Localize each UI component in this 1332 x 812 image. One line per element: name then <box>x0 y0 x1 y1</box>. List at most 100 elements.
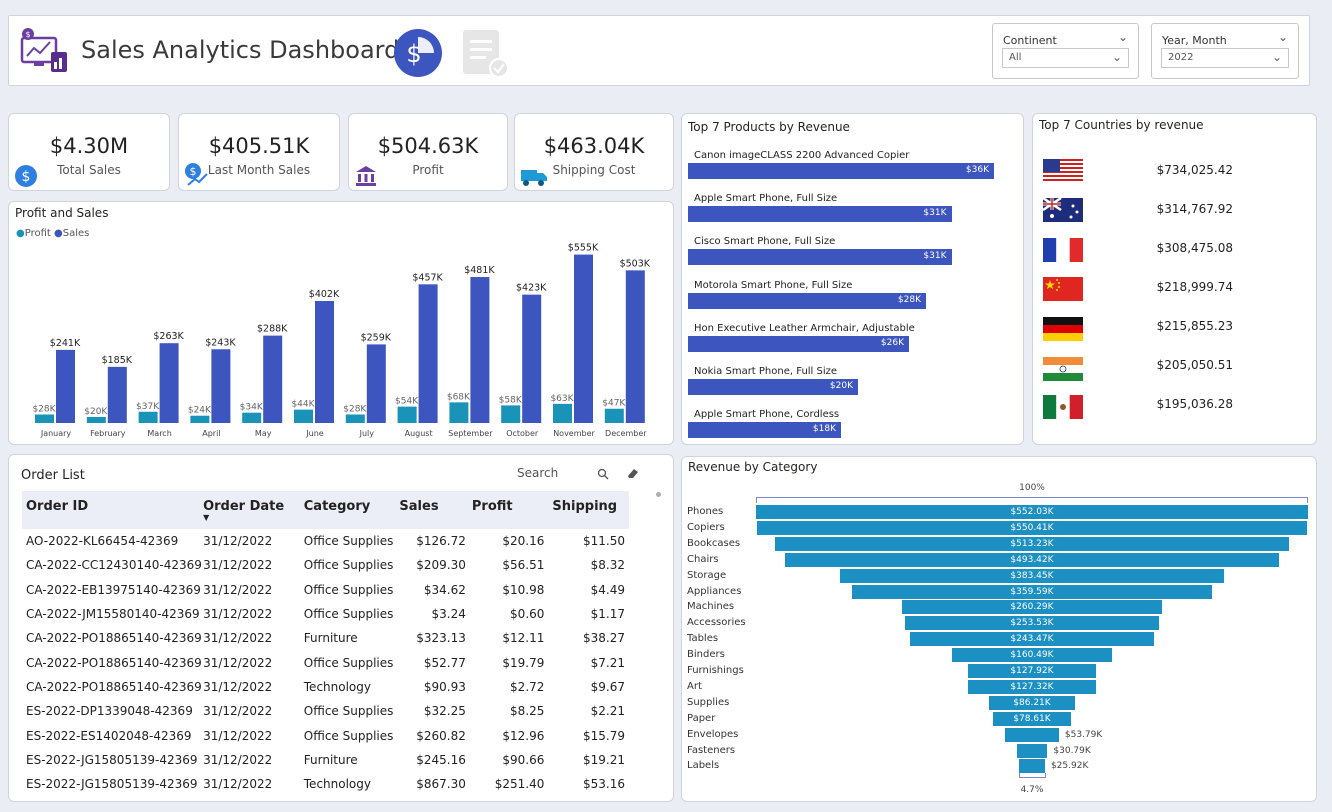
product-revenue-bar[interactable]: $36K <box>688 163 994 179</box>
table-row[interactable]: AO-2022-KL66454-42369 31/12/2022 Office Su… <box>22 529 629 553</box>
profit-bar-march[interactable] <box>138 411 158 423</box>
profit-bar-october[interactable] <box>501 405 521 423</box>
product-revenue-bar[interactable]: $18K <box>688 422 841 439</box>
continent-dropdown[interactable]: All ⌄ <box>1002 48 1129 68</box>
category-funnel-bar[interactable] <box>1016 743 1048 758</box>
profit-sales-chart-panel: Profit and Sales ●Profit ●Sales $28K $241… <box>8 201 674 445</box>
column-header-sales[interactable]: Sales <box>399 491 470 529</box>
column-header-order-date[interactable]: Order Date ▼ <box>203 491 304 529</box>
sales-bar-july[interactable] <box>366 344 386 423</box>
category-funnel-bar[interactable]: $493.42K <box>785 552 1279 567</box>
top-countries-panel: Top 7 Countries by revenue $734,025.42 $… <box>1032 113 1317 445</box>
search-icon[interactable] <box>597 468 609 480</box>
column-header-shipping[interactable]: Shipping <box>548 491 629 529</box>
product-revenue-bar[interactable]: $31K <box>688 249 952 266</box>
category-value-label: $243.47K <box>1010 634 1054 645</box>
order-list-panel: Order List Search Order ID Order Date ▼ C… <box>8 454 674 802</box>
category-funnel-bar[interactable]: $86.21K <box>988 695 1076 710</box>
product-revenue-label: $31K <box>923 208 947 219</box>
chevron-up-icon[interactable]: ⌄ <box>1117 30 1128 44</box>
category-funnel-bar[interactable]: $127.32K <box>968 679 1096 694</box>
profit-bar-january[interactable] <box>35 414 54 423</box>
profit-bar-february[interactable] <box>86 416 106 423</box>
year-month-slicer[interactable]: Year, Month ⌄ 2022 ⌄ <box>1151 23 1299 79</box>
chevron-down-icon[interactable]: ⌄ <box>1271 50 1282 64</box>
profit-data-label: $47K <box>602 399 626 409</box>
profit-bar-april[interactable] <box>190 415 210 423</box>
sales-bar-october[interactable] <box>522 294 542 423</box>
cell-shipping: $2.21 <box>590 704 625 719</box>
category-funnel-bar[interactable]: $243.47K <box>910 632 1154 647</box>
scrollbar-thumb[interactable] <box>656 492 661 497</box>
sales-data-label: $423K <box>516 283 547 294</box>
sales-bar-december[interactable] <box>625 270 645 423</box>
chevron-up-icon[interactable]: ⌄ <box>1277 30 1288 44</box>
profit-data-label: $44K <box>291 400 315 410</box>
cell-category: Technology <box>303 679 371 694</box>
top-products-panel: Top 7 Products by Revenue Canon imageCLA… <box>681 113 1024 445</box>
sales-bar-march[interactable] <box>159 343 179 423</box>
category-funnel-bar[interactable]: $127.92K <box>968 664 1096 678</box>
category-funnel-bar[interactable]: $160.49K <box>951 648 1113 663</box>
product-revenue-bar[interactable]: $20K <box>688 379 858 395</box>
table-row[interactable]: ES-2022-JG15805139-42369 31/12/2022 Techno… <box>22 772 629 796</box>
sales-bar-february[interactable] <box>107 366 127 423</box>
category-label: Supplies <box>687 696 730 708</box>
profit-bar-september[interactable] <box>449 402 469 423</box>
chevron-down-icon[interactable]: ⌄ <box>1111 50 1122 64</box>
category-funnel-bar[interactable] <box>1019 759 1045 774</box>
cell-sales: $90.93 <box>423 679 466 694</box>
table-row[interactable]: CA-2022-CC12430140-42369 31/12/2022 Office… <box>22 553 629 577</box>
category-funnel-bar[interactable]: $78.61K <box>992 711 1072 726</box>
sales-bar-may[interactable] <box>263 335 283 423</box>
profit-bar-july[interactable] <box>345 414 365 423</box>
column-header-profit[interactable]: Profit <box>469 491 549 529</box>
eraser-icon[interactable] <box>626 467 640 479</box>
table-row[interactable]: CA-2022-PO18865140-42369 31/12/2022 Techno… <box>22 675 629 699</box>
sales-bar-june[interactable] <box>315 301 334 423</box>
sales-bar-january[interactable] <box>56 349 75 423</box>
product-revenue-bar[interactable]: $26K <box>688 335 909 352</box>
sort-desc-icon[interactable]: ▼ <box>203 513 210 522</box>
continent-slicer[interactable]: Continent ⌄ All ⌄ <box>992 23 1139 79</box>
product-revenue-bar[interactable]: $31K <box>688 206 952 223</box>
category-funnel-bar[interactable]: $359.59K <box>852 584 1212 599</box>
cell-order-id: CA-2022-CC12430140-42369 <box>26 558 202 573</box>
profit-bar-november[interactable] <box>553 403 572 423</box>
product-revenue-bar[interactable]: $28K <box>688 292 926 309</box>
category-value-label: $25.92K <box>1050 761 1089 772</box>
profit-bar-may[interactable] <box>242 412 262 423</box>
category-funnel-bar[interactable]: $383.45K <box>840 568 1224 583</box>
cell-shipping: $4.49 <box>590 582 625 597</box>
table-row[interactable]: CA-2022-PO18865140-42369 31/12/2022 Furnit… <box>22 626 629 650</box>
table-row[interactable]: ES-2022-ES1402048-42369 31/12/2022 Office … <box>22 723 629 747</box>
table-row[interactable]: CA-2022-JM15580140-42369 31/12/2022 Office… <box>22 602 629 626</box>
profit-bar-december[interactable] <box>604 408 624 423</box>
x-axis-tick-label: April <box>202 429 220 438</box>
profit-bar-june[interactable] <box>294 409 313 423</box>
table-row[interactable]: ES-2022-DP1339048-42369 31/12/2022 Office … <box>22 699 629 723</box>
cell-profit: $90.66 <box>502 752 545 767</box>
sales-bar-august[interactable] <box>418 284 438 423</box>
table-row[interactable]: CA-2022-EB13975140-42369 31/12/2022 Office… <box>22 578 629 602</box>
cell-order-date: 31/12/2022 <box>203 558 273 573</box>
category-funnel-bar[interactable]: $253.53K <box>905 616 1159 631</box>
category-funnel-bar[interactable]: $513.23K <box>775 536 1289 551</box>
search-label[interactable]: Search <box>517 466 559 480</box>
category-funnel-bar[interactable] <box>1005 727 1059 742</box>
product-revenue-label: $26K <box>880 337 904 348</box>
category-funnel-bar[interactable]: $550.41K <box>756 520 1308 535</box>
column-header-order-id[interactable]: Order ID <box>22 491 204 529</box>
sales-bar-november[interactable] <box>574 254 593 423</box>
profit-bar-august[interactable] <box>397 406 417 423</box>
sales-bar-september[interactable] <box>470 277 490 423</box>
sales-bar-april[interactable] <box>211 349 231 423</box>
table-row[interactable]: ES-2022-JG15805139-42369 31/12/2022 Furnit… <box>22 748 629 772</box>
category-funnel-bar[interactable]: $552.03K <box>756 505 1308 519</box>
kpi-card-total-sales: $4.30M Total Sales $ <box>8 113 170 191</box>
table-row[interactable]: CA-2022-PO18865140-42369 31/12/2022 Office… <box>22 650 629 674</box>
year-month-dropdown[interactable]: 2022 ⌄ <box>1161 48 1289 68</box>
category-funnel-bar[interactable]: $260.29K <box>901 600 1163 615</box>
cell-order-id: ES-2022-DP1339048-42369 <box>26 704 193 719</box>
column-header-category[interactable]: Category <box>303 491 400 529</box>
